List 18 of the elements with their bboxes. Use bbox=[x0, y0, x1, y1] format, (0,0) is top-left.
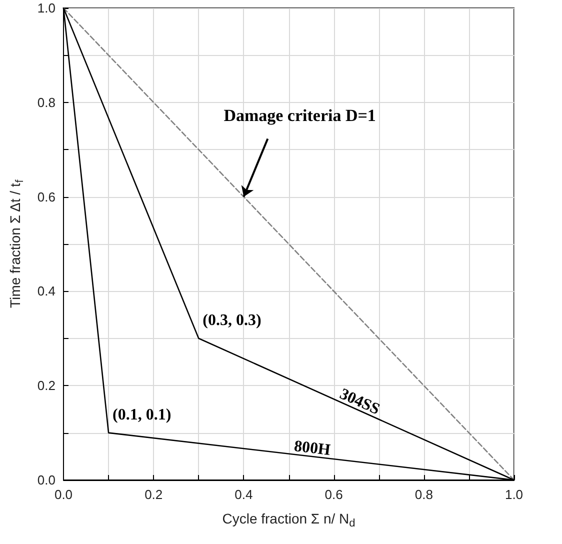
y-axis-title: Time fraction Σ Δt / tf bbox=[7, 178, 26, 308]
y-tick-label: 0.8 bbox=[37, 94, 56, 110]
y-tick-label: 0.2 bbox=[37, 378, 56, 394]
text: 800H bbox=[293, 438, 332, 460]
y-tick-label: 0.6 bbox=[37, 189, 56, 204]
x-tick-label: 0.8 bbox=[414, 487, 433, 502]
x-tick-label: 1.0 bbox=[504, 487, 524, 502]
y-tick-label: 1.0 bbox=[37, 0, 56, 16]
annotation: Damage criteria D=1 bbox=[224, 106, 376, 125]
y-tick-label: 0.4 bbox=[37, 284, 56, 299]
annotation: (0.3, 0.3) bbox=[202, 312, 262, 329]
x-tick-label: 0.2 bbox=[144, 487, 163, 502]
x-tick-label: 0.4 bbox=[234, 487, 253, 502]
y-tick-label: 0.0 bbox=[37, 472, 56, 488]
text: 304SS bbox=[337, 386, 382, 418]
x-tick-label: 0.0 bbox=[54, 487, 73, 502]
annotation: (0.1, 0.1) bbox=[112, 406, 172, 424]
x-tick-label: 0.6 bbox=[324, 487, 343, 502]
